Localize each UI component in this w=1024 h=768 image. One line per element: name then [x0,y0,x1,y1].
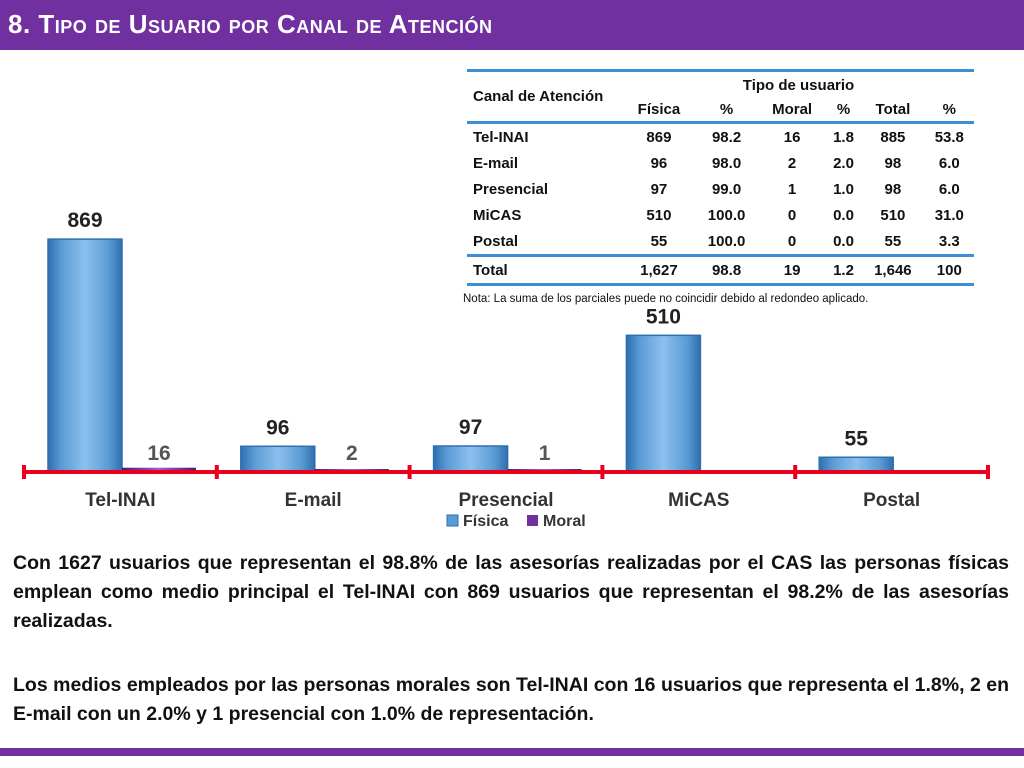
table-cell: 16 [783,128,801,146]
bar-fisica-micas [625,334,702,473]
table-cell: 1,646 [861,254,925,286]
legend-swatch-fisica [446,514,459,527]
data-table: Canal de Atención Tipo de usuario Física… [467,69,974,286]
legend-label-moral: Moral [543,513,586,530]
table-total-row: Total 1,627 98.8 19 1.2 1,646 100 [467,254,974,286]
table-cell: 98.8 [694,254,759,286]
data-label-fisica: 55 [845,427,869,450]
bar-fisica-postal [818,456,894,473]
data-label-fisica: 97 [459,416,482,439]
category-label: Tel-INAI [85,490,155,511]
table-cell: 1,627 [623,254,695,286]
table-cell: 98.0 [711,154,742,172]
table-cell: 96 [650,154,668,172]
bar-fisica-presencial [432,445,509,473]
column-header: Total [861,98,925,124]
data-label-fisica: 96 [266,416,289,439]
table-group-header: Tipo de usuario [623,69,974,98]
table-cell: 510 [646,206,672,224]
row-label: E-mail [473,154,519,172]
table-cell: 2.0 [833,154,854,172]
column-header: Moral [758,98,826,124]
category-label: Presencial [458,490,553,511]
table-cell: 0 [787,232,797,250]
bar-fisica-tel-inai [47,238,123,473]
table-row: E-mail 96 98.0 2 2.0 98 6.0 [467,150,974,176]
table-cell: 19 [758,254,826,286]
data-label-moral: 1 [539,442,551,465]
paragraph-2: Los medios empleados por las personas mo… [13,674,1009,725]
row-label: Postal [473,232,519,250]
column-header: % [694,98,759,124]
bar-fisica-e-mail [240,445,316,473]
table-cell: 1.8 [833,128,854,146]
table-cell: 1.2 [825,254,862,286]
category-label: E-mail [285,490,342,511]
title-bar: 8. Tipo de Usuario por Canal de Atención [0,0,1024,50]
page-title: 8. Tipo de Usuario por Canal de Atención [8,9,493,39]
table-cell: 885 [880,128,906,146]
row-label: Total [467,254,623,286]
table-cell: 100.0 [707,206,746,224]
table-cell: 99.0 [711,180,742,198]
table-cell: 6.0 [938,154,960,172]
bar-chart: 869 16 Tel-INAI 96 2 E-mail 97 1 Presencial 510 Mi… [22,209,990,530]
data-label-moral: 2 [346,442,358,465]
table-cell: 31.0 [934,206,964,224]
table-row: Presencial 97 99.0 1 1.0 98 6.0 [467,176,974,202]
table-cell: 98 [884,180,902,198]
table-cell: 97 [650,180,668,198]
table-cell: 1 [787,180,797,198]
data-label-fisica: 869 [67,209,102,232]
table-cell: 55 [884,232,902,250]
category-label: MiCAS [668,490,729,511]
row-label: Tel-INAI [473,128,529,146]
data-label-fisica: 510 [646,305,681,328]
table-cell: 0 [787,206,797,224]
table-cell: 3.3 [938,232,960,250]
paragraph-1: Con 1627 usuarios que representan el 98.… [13,552,1009,632]
table-row: MiCAS 510 100.0 0 0.0 510 31.0 [467,202,974,228]
table-cell: 53.8 [934,128,964,146]
data-label-moral: 16 [147,442,170,465]
table-cell: 100 [924,254,974,286]
table-cell: 869 [646,128,672,146]
legend-label-fisica: Física [463,513,508,530]
table-row: Postal 55 100.0 0 0.0 55 3.3 [467,228,974,256]
table-cell: 55 [650,232,668,250]
table-corner-header: Canal de Atención [467,69,623,124]
table-cell: 1.0 [833,180,854,198]
table-cell: 510 [880,206,906,224]
column-header: Física [623,98,695,124]
legend-swatch-moral [527,515,538,526]
table-note: Nota: La suma de los parciales puede no … [463,293,869,305]
table-cell: 2 [787,154,797,172]
bottom-bar [0,748,1024,756]
column-header: % [924,98,974,124]
row-label: MiCAS [473,206,522,224]
bar-moral-tel-inai [122,467,196,472]
table-cell: 6.0 [938,180,960,198]
table-cell: 98.2 [711,128,742,146]
category-label: Postal [863,490,920,511]
table-cell: 98 [884,154,902,172]
table-cell: 0.0 [833,232,854,250]
column-header: % [825,98,862,124]
table-cell: 0.0 [833,206,854,224]
row-label: Presencial [473,180,549,198]
table-row: Tel-INAI 869 98.2 16 1.8 885 53.8 [467,123,974,151]
table-cell: 100.0 [707,232,746,250]
